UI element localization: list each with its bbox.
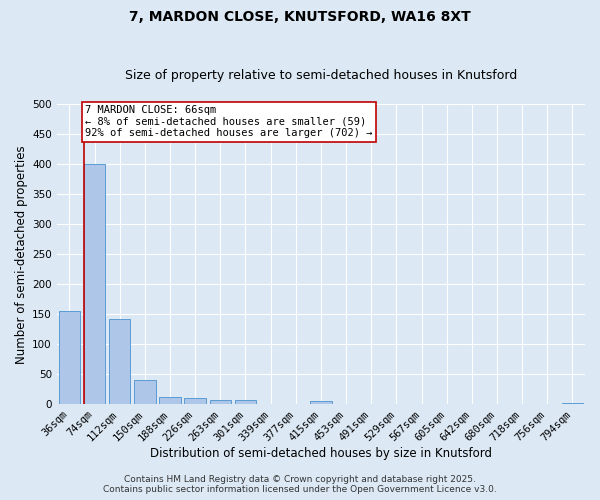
Bar <box>310 401 332 404</box>
Bar <box>109 319 130 404</box>
Title: Size of property relative to semi-detached houses in Knutsford: Size of property relative to semi-detach… <box>125 69 517 82</box>
Bar <box>209 400 231 404</box>
Bar <box>562 402 583 404</box>
Bar <box>84 164 105 404</box>
Bar <box>59 312 80 404</box>
Y-axis label: Number of semi-detached properties: Number of semi-detached properties <box>15 145 28 364</box>
Bar <box>184 398 206 404</box>
Text: 7 MARDON CLOSE: 66sqm
← 8% of semi-detached houses are smaller (59)
92% of semi-: 7 MARDON CLOSE: 66sqm ← 8% of semi-detac… <box>85 105 373 138</box>
Bar <box>134 380 155 404</box>
Bar <box>235 400 256 404</box>
Bar <box>159 397 181 404</box>
X-axis label: Distribution of semi-detached houses by size in Knutsford: Distribution of semi-detached houses by … <box>150 447 492 460</box>
Text: Contains HM Land Registry data © Crown copyright and database right 2025.
Contai: Contains HM Land Registry data © Crown c… <box>103 474 497 494</box>
Text: 7, MARDON CLOSE, KNUTSFORD, WA16 8XT: 7, MARDON CLOSE, KNUTSFORD, WA16 8XT <box>129 10 471 24</box>
